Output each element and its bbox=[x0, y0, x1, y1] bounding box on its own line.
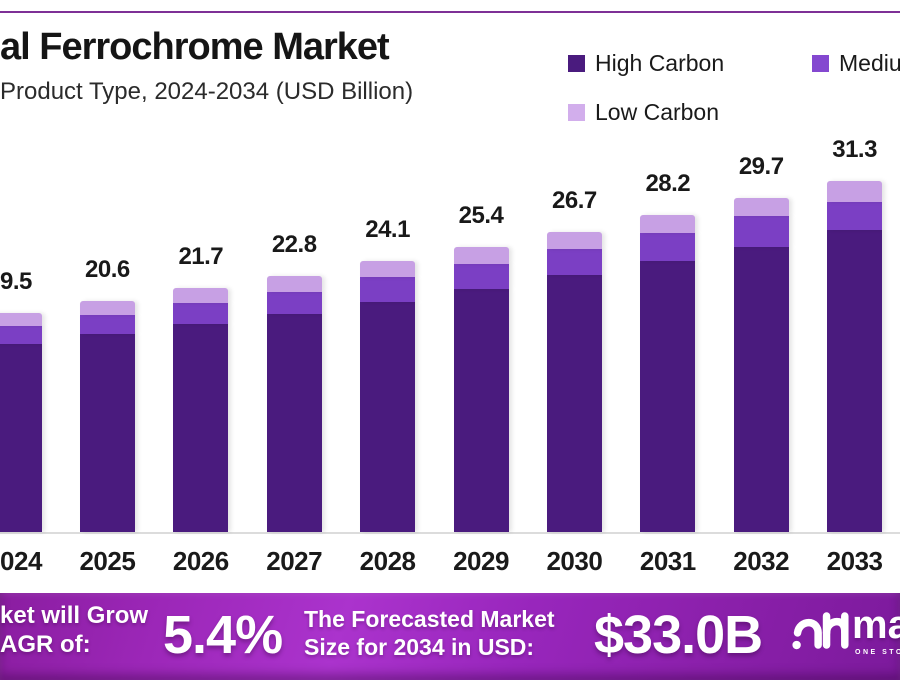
bar-segment-medium-carbon-2029 bbox=[453, 263, 509, 290]
chart-title: al Ferrochrome Market bbox=[0, 26, 390, 68]
brand-name-text: ma bbox=[852, 603, 900, 647]
bar-segment-low-carbon-2024 bbox=[0, 313, 42, 327]
cagr-value: 5.4% bbox=[163, 605, 283, 665]
bottom-banner: ket will Grow AGR of: 5.4% The Forecaste… bbox=[0, 593, 900, 680]
forecast-value: $33.0B bbox=[594, 605, 763, 665]
top-accent-line bbox=[0, 11, 900, 13]
bar-segment-medium-carbon-2032 bbox=[733, 216, 789, 247]
bar-segment-low-carbon-2029 bbox=[453, 246, 509, 264]
banner-left-text: ket will Grow AGR of: bbox=[0, 601, 148, 659]
legend-label-low-carbon: Low Carbon bbox=[595, 98, 720, 125]
legend-swatch-high-carbon bbox=[568, 54, 585, 72]
legend-swatch-medium-carbon bbox=[812, 54, 829, 72]
bar-value-label-2029: 25.4 bbox=[458, 201, 504, 229]
bar-value-label-2026: 21.7 bbox=[178, 243, 224, 271]
brand-logo-icon bbox=[791, 608, 849, 659]
x-axis-label-2033: 2033 bbox=[826, 546, 883, 576]
bar-segment-medium-carbon-2030 bbox=[546, 249, 602, 275]
banner-right-line2: Size for 2034 in USD: bbox=[304, 634, 535, 660]
bar-segment-high-carbon-2024 bbox=[0, 344, 42, 532]
bar-segment-low-carbon-2032 bbox=[733, 198, 789, 217]
bar-segment-low-carbon-2031 bbox=[640, 215, 696, 234]
bar-segment-high-carbon-2032 bbox=[733, 246, 789, 532]
bar-value-label-2024: 9.5 bbox=[0, 268, 32, 295]
x-axis-label-2024: 2024 bbox=[0, 546, 42, 576]
chart-subtitle: Product Type, 2024-2034 (USD Billion) bbox=[0, 78, 414, 105]
bar-value-label-2032: 29.7 bbox=[738, 153, 784, 181]
bar-value-label-2025: 20.6 bbox=[85, 255, 130, 283]
bar-segment-medium-carbon-2026 bbox=[173, 303, 229, 325]
bar-segment-high-carbon-2026 bbox=[173, 324, 229, 532]
legend-swatch-low-carbon bbox=[568, 103, 585, 121]
bar-segment-high-carbon-2031 bbox=[640, 261, 696, 532]
bar-segment-medium-carbon-2025 bbox=[79, 314, 135, 335]
legend-label-high-carbon: High Carbon bbox=[595, 49, 725, 76]
brand-tagline-text: ONE STOP bbox=[855, 649, 900, 656]
x-axis-label-2025: 2025 bbox=[79, 546, 136, 576]
banner-left-line1: ket will Grow bbox=[0, 602, 149, 629]
bar-segment-low-carbon-2026 bbox=[173, 288, 229, 304]
banner-left-line2: AGR of: bbox=[0, 631, 91, 658]
bar-segment-medium-carbon-2027 bbox=[266, 291, 322, 315]
banner-right-line1: The Forecasted Market bbox=[304, 606, 555, 632]
x-axis-label-2030: 2030 bbox=[546, 546, 603, 576]
bar-value-label-2030: 26.7 bbox=[552, 187, 597, 215]
x-axis-label-2026: 2026 bbox=[172, 546, 229, 576]
bar-segment-medium-carbon-2033 bbox=[827, 201, 883, 230]
bar-segment-medium-carbon-2028 bbox=[360, 277, 416, 302]
bar-value-label-2031: 28.2 bbox=[645, 170, 691, 198]
x-axis-label-2029: 2029 bbox=[453, 546, 509, 576]
x-axis-label-2027: 2027 bbox=[266, 546, 323, 576]
bar-segment-low-carbon-2025 bbox=[79, 300, 135, 315]
legend-item-medium-carbon: Mediu bbox=[812, 50, 900, 76]
bar-segment-low-carbon-2033 bbox=[827, 180, 883, 202]
legend-item-low-carbon: Low Carbon bbox=[568, 99, 719, 125]
bar-value-label-2028: 24.1 bbox=[365, 216, 410, 244]
bar-segment-low-carbon-2030 bbox=[546, 232, 602, 249]
bar-segment-high-carbon-2027 bbox=[266, 314, 322, 532]
bar-segment-medium-carbon-2031 bbox=[640, 233, 696, 262]
bar-segment-high-carbon-2033 bbox=[827, 229, 883, 532]
bar-segment-medium-carbon-2024 bbox=[0, 326, 42, 345]
bar-segment-high-carbon-2030 bbox=[546, 274, 602, 532]
x-axis-label-2031: 2031 bbox=[639, 546, 696, 576]
banner-right-text: The Forecasted Market Size for 2034 in U… bbox=[304, 605, 555, 661]
bar-segment-low-carbon-2027 bbox=[266, 275, 322, 292]
bar-segment-high-carbon-2029 bbox=[453, 289, 509, 532]
x-axis-label-2032: 2032 bbox=[733, 546, 790, 576]
bar-segment-high-carbon-2025 bbox=[79, 334, 135, 532]
x-axis-label-2028: 2028 bbox=[359, 546, 416, 576]
bar-value-label-2027: 22.8 bbox=[271, 230, 317, 258]
legend-label-medium-carbon: Mediu bbox=[839, 49, 900, 76]
bar-segment-low-carbon-2028 bbox=[360, 261, 416, 278]
x-axis-line bbox=[0, 532, 900, 534]
bar-segment-high-carbon-2028 bbox=[360, 301, 416, 532]
bar-value-label-2033: 31.3 bbox=[832, 135, 877, 163]
legend-item-high-carbon: High Carbon bbox=[568, 50, 724, 76]
